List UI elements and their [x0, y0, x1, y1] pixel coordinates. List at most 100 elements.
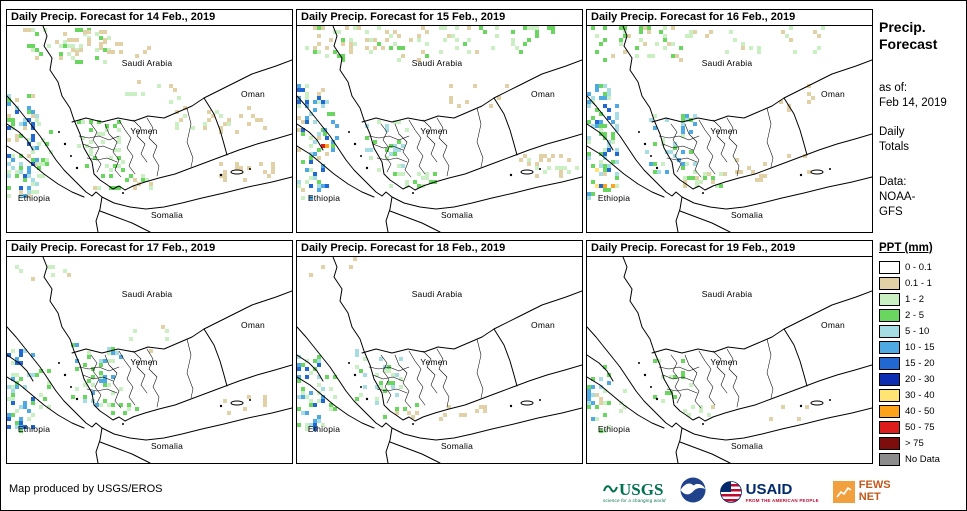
islands [638, 131, 831, 194]
legend-swatch [879, 453, 900, 467]
label-somalia: Somalia [441, 210, 473, 220]
as-of-label: as of: [879, 81, 908, 94]
legend-swatch [879, 405, 900, 419]
noaa-seal-icon [680, 477, 706, 502]
fewsnet-logo: FEWS NET [832, 480, 895, 503]
country-borders [7, 257, 292, 463]
usgs-logo: USGS science for a changing world [603, 481, 666, 504]
islands [348, 131, 541, 194]
usaid-tagline: FROM THE AMERICAN PEOPLE [745, 497, 819, 503]
legend-label: 20 - 30 [905, 373, 935, 385]
legend-swatch [879, 341, 900, 355]
legend-item: 15 - 20 [879, 357, 965, 371]
legend-swatch [879, 437, 900, 451]
label-somalia: Somalia [731, 441, 763, 451]
map-canvas: Saudi Arabia Oman Yemen Ethiopia Somalia [7, 257, 292, 463]
legend-item: 0.1 - 1 [879, 277, 965, 291]
country-borders [587, 257, 872, 463]
label-ethiopia: Ethiopia [308, 193, 340, 203]
map-panel-title: Daily Precip. Forecast for 14 Feb., 2019 [6, 9, 293, 26]
precip-raster [7, 28, 275, 198]
label-oman: Oman [531, 89, 555, 99]
legend-swatch [879, 293, 900, 307]
label-oman: Oman [241, 320, 265, 330]
legend-item: 5 - 10 [879, 325, 965, 339]
totals-block: Daily Totals [879, 125, 965, 156]
legend-swatch [879, 325, 900, 339]
country-labels: Saudi Arabia Oman Yemen Ethiopia Somalia [598, 58, 845, 220]
legend-item: 40 - 50 [879, 405, 965, 419]
sidebar-title: Precip. Forecast [879, 19, 938, 52]
precip-raster [297, 257, 487, 431]
map-canvas: Saudi Arabia Oman Yemen Ethiopia Somalia [587, 257, 872, 463]
label-somalia: Somalia [151, 441, 183, 451]
legend-item: No Data [879, 453, 965, 467]
map-grid: Daily Precip. Forecast for 14 Feb., 2019 [6, 9, 873, 464]
islands [58, 362, 251, 425]
usgs-tagline: science for a changing world [603, 497, 666, 503]
legend-label: 0.1 - 1 [905, 277, 932, 289]
legend-label: 50 - 75 [905, 421, 935, 433]
label-yemen: Yemen [710, 357, 737, 367]
map-panel: Daily Precip. Forecast for 15 Feb., 2019 [296, 9, 583, 233]
as-of-date: Feb 14, 2019 [879, 96, 947, 109]
label-saudi-arabia: Saudi Arabia [122, 289, 173, 299]
data-source-label: Data: [879, 175, 907, 188]
data-source-block: Data: NOAA- GFS [879, 175, 965, 221]
precip-raster [587, 359, 809, 433]
legend-item: 10 - 15 [879, 341, 965, 355]
legend-swatch [879, 389, 900, 403]
map-panel-title: Daily Precip. Forecast for 17 Feb., 2019 [6, 240, 293, 257]
label-saudi-arabia: Saudi Arabia [412, 289, 463, 299]
country-labels: Saudi Arabia Oman Yemen Ethiopia Somalia [18, 58, 265, 220]
legend-label: 0 - 0.1 [905, 261, 932, 273]
label-yemen: Yemen [420, 357, 447, 367]
legend-item: 50 - 75 [879, 421, 965, 435]
label-somalia: Somalia [151, 210, 183, 220]
map-panel: Daily Precip. Forecast for 18 Feb., 2019 [296, 240, 583, 464]
label-yemen: Yemen [130, 126, 157, 136]
legend-swatch [879, 373, 900, 387]
usgs-wave-icon [603, 481, 618, 498]
label-oman: Oman [531, 320, 555, 330]
label-ethiopia: Ethiopia [598, 424, 630, 434]
label-ethiopia: Ethiopia [18, 193, 50, 203]
sidebar: Precip. Forecast as of: Feb 14, 2019 Dai… [879, 19, 965, 470]
legend-label: No Data [905, 453, 940, 465]
label-ethiopia: Ethiopia [18, 424, 50, 434]
legend-label: > 75 [905, 437, 924, 449]
map-panel-title: Daily Precip. Forecast for 19 Feb., 2019 [586, 240, 873, 257]
usaid-logo: USAID FROM THE AMERICAN PEOPLE [719, 481, 819, 503]
legend-label: 5 - 10 [905, 325, 930, 337]
label-saudi-arabia: Saudi Arabia [412, 58, 463, 68]
noaa-logo [680, 477, 706, 508]
map-panel-title: Daily Precip. Forecast for 18 Feb., 2019 [296, 240, 583, 257]
map-canvas: Saudi Arabia Oman Yemen Ethiopia Somalia [587, 26, 872, 232]
country-borders [297, 26, 582, 232]
map-panel: Daily Precip. Forecast for 14 Feb., 2019 [6, 9, 293, 233]
label-saudi-arabia: Saudi Arabia [702, 58, 753, 68]
map: Saudi Arabia Oman Yemen Ethiopia Somalia [6, 256, 293, 464]
legend-label: 30 - 40 [905, 389, 935, 401]
legend-item: 1 - 2 [879, 293, 965, 307]
map-panel-title: Daily Precip. Forecast for 15 Feb., 2019 [296, 9, 583, 26]
usaid-seal-icon [719, 481, 742, 503]
legend-item: 30 - 40 [879, 389, 965, 403]
legend-label: 1 - 2 [905, 293, 925, 305]
totals-line-2: Totals [879, 141, 910, 154]
precip-raster [7, 265, 267, 433]
legend-title: PPT (mm) [879, 241, 933, 254]
label-ethiopia: Ethiopia [598, 193, 630, 203]
label-yemen: Yemen [130, 357, 157, 367]
legend-swatch [879, 357, 900, 371]
label-saudi-arabia: Saudi Arabia [122, 58, 173, 68]
map: Saudi Arabia Oman Yemen Ethiopia Somalia [6, 25, 293, 233]
label-somalia: Somalia [731, 210, 763, 220]
label-yemen: Yemen [710, 126, 737, 136]
map: Saudi Arabia Oman Yemen Ethiopia Somalia [296, 25, 583, 233]
map: Saudi Arabia Oman Yemen Ethiopia Somalia [586, 25, 873, 233]
label-yemen: Yemen [420, 126, 447, 136]
data-source-line-1: NOAA- [879, 191, 916, 203]
label-somalia: Somalia [441, 441, 473, 451]
